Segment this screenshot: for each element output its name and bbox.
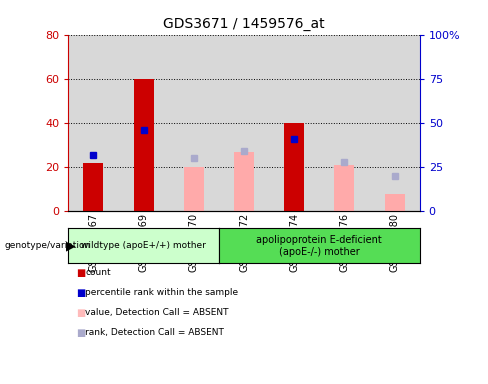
Text: rank, Detection Call = ABSENT: rank, Detection Call = ABSENT [85, 328, 224, 337]
Bar [169, 35, 219, 211]
Text: ■: ■ [76, 308, 85, 318]
Text: ■: ■ [76, 268, 85, 278]
Text: count: count [85, 268, 111, 277]
Text: percentile rank within the sample: percentile rank within the sample [85, 288, 239, 297]
Bar [184, 167, 204, 211]
Title: GDS3671 / 1459576_at: GDS3671 / 1459576_at [163, 17, 325, 31]
Bar [219, 35, 269, 211]
Bar [385, 194, 405, 211]
Bar [83, 163, 103, 211]
Text: ■: ■ [76, 328, 85, 338]
Bar [319, 35, 369, 211]
Text: apolipoprotein E-deficient
(apoE-/-) mother: apolipoprotein E-deficient (apoE-/-) mot… [256, 235, 382, 257]
Bar [68, 35, 119, 211]
Bar [284, 123, 304, 211]
Bar [369, 35, 420, 211]
Bar [269, 35, 319, 211]
Text: ■: ■ [76, 288, 85, 298]
Bar [119, 35, 169, 211]
Bar [334, 165, 354, 211]
Text: wildtype (apoE+/+) mother: wildtype (apoE+/+) mother [81, 241, 206, 250]
Bar [134, 79, 154, 211]
Bar [234, 152, 254, 211]
Text: ▶: ▶ [66, 239, 76, 252]
Text: genotype/variation: genotype/variation [5, 241, 91, 250]
Text: value, Detection Call = ABSENT: value, Detection Call = ABSENT [85, 308, 229, 317]
